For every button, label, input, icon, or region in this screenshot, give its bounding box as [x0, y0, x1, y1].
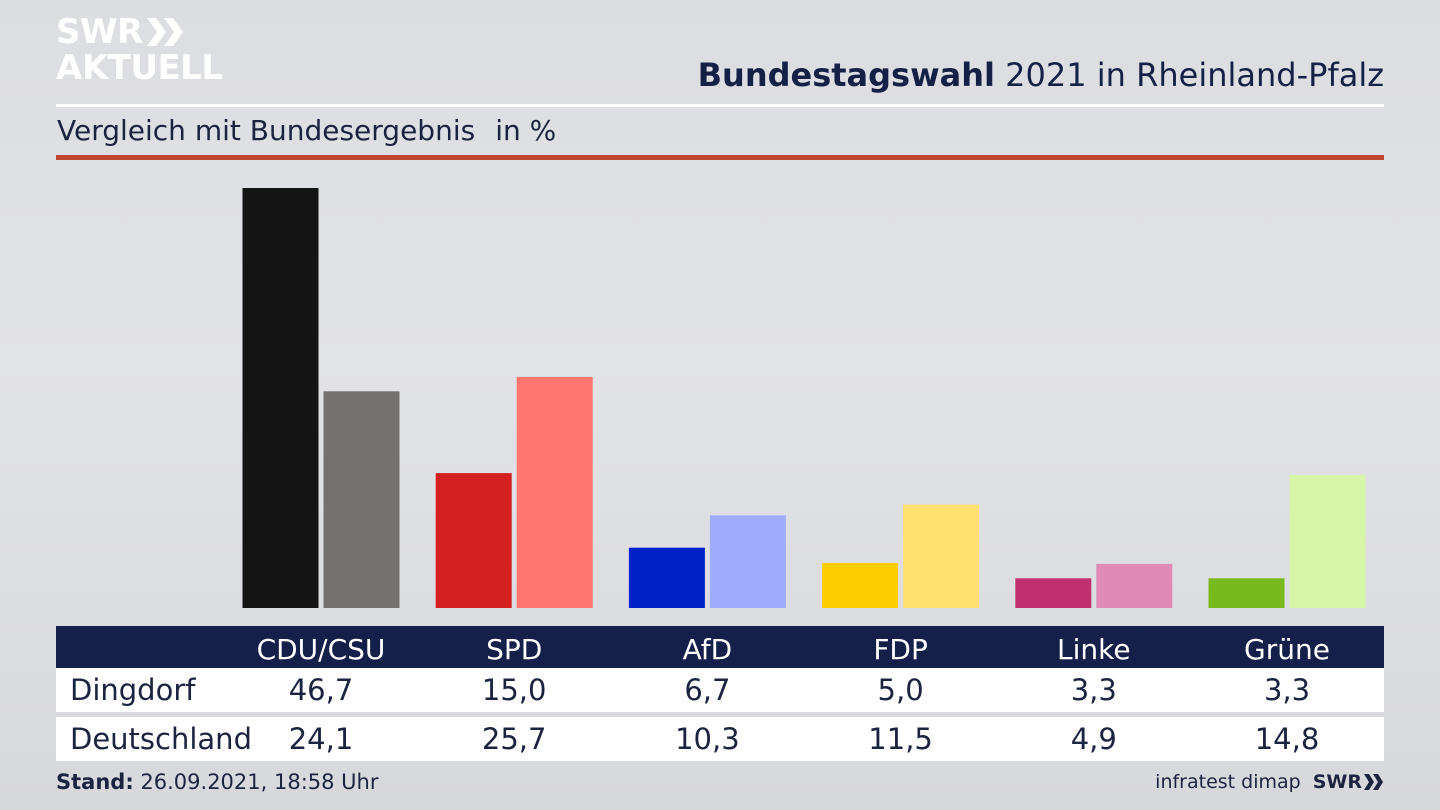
party-header: CDU/CSU — [256, 632, 386, 666]
party-header: AfD — [682, 632, 733, 666]
bar-deutschland-1 — [516, 376, 593, 608]
swr-small-arrows-icon — [1364, 774, 1383, 790]
party-header: SPD — [486, 632, 543, 666]
bar-dingdorf-1 — [435, 473, 512, 608]
value-cell: 24,1 — [288, 722, 354, 756]
value-cell: 3,3 — [1263, 673, 1311, 707]
table-header-row: CDU/CSU SPD AfD FDP Linke Grüne — [56, 626, 1384, 668]
title-rest: 2021 in Rheinland-Pfalz — [995, 56, 1384, 94]
value-cell: 14,8 — [1254, 722, 1320, 756]
source-text: infratest dimap — [1155, 771, 1301, 793]
bar-deutschland-4 — [1096, 563, 1173, 608]
swr-small-text: SWR — [1312, 771, 1362, 793]
swr-small-logo: SWR — [1313, 771, 1384, 793]
party-header: Grüne — [1244, 632, 1330, 666]
title-divider — [56, 104, 1384, 107]
row-label: Dingdorf — [70, 673, 196, 707]
bar-deutschland-3 — [903, 504, 980, 608]
table-row-dingdorf: Dingdorf 46,7 15,0 6,7 5,0 3,3 3,3 — [56, 668, 1384, 712]
value-cell: 6,7 — [684, 673, 731, 707]
stand-label: Stand: — [56, 770, 134, 794]
bar-dingdorf-0 — [242, 188, 319, 608]
stand-value: 26.09.2021, 18:58 Uhr — [133, 770, 379, 794]
value-cell: 4,9 — [1070, 722, 1117, 756]
swr-aktuell-logo: SWR AKTUELL — [56, 14, 223, 86]
source-credit: infratest dimap SWR — [1155, 771, 1384, 793]
subtitle-text: Vergleich mit Bundesergebnis — [57, 114, 476, 147]
table-row-deutschland: Deutschland 24,1 25,7 10,3 11,5 4,9 14,8 — [56, 717, 1384, 761]
bar-deutschland-2 — [709, 515, 786, 608]
bar-deutschland-0 — [323, 391, 400, 608]
bar-deutschland-5 — [1289, 474, 1366, 608]
value-cell: 25,7 — [481, 722, 547, 756]
value-cell: 5,0 — [877, 673, 924, 707]
value-cell: 15,0 — [481, 673, 547, 707]
bar-dingdorf-4 — [1015, 578, 1092, 608]
value-cell: 3,3 — [1070, 673, 1117, 707]
title-bold: Bundestagswahl — [697, 56, 995, 94]
logo-swr-text: SWR — [56, 12, 143, 52]
party-header: Linke — [1057, 632, 1131, 666]
value-cell: 46,7 — [288, 673, 354, 707]
page-title: Bundestagswahl 2021 in Rheinland-Pfalz — [698, 56, 1384, 94]
results-table: CDU/CSU SPD AfD FDP Linke Grüne Dingdorf 46,7… — [56, 626, 1384, 761]
accent-divider — [56, 155, 1384, 160]
party-header: FDP — [873, 632, 928, 666]
chart-subtitle: Vergleich mit Bundesergebnis in % — [57, 114, 556, 147]
bar-dingdorf-5 — [1208, 578, 1285, 608]
subtitle-unit: in % — [495, 114, 557, 147]
row-label: Deutschland — [70, 722, 252, 756]
value-cell: 11,5 — [868, 722, 933, 756]
timestamp: Stand: 26.09.2021, 18:58 Uhr — [56, 770, 379, 794]
bar-dingdorf-2 — [628, 547, 705, 608]
value-cell: 10,3 — [675, 722, 740, 756]
logo-arrows-icon — [146, 18, 183, 46]
logo-aktuell-text: AKTUELL — [56, 48, 223, 88]
bar-dingdorf-3 — [822, 563, 899, 608]
